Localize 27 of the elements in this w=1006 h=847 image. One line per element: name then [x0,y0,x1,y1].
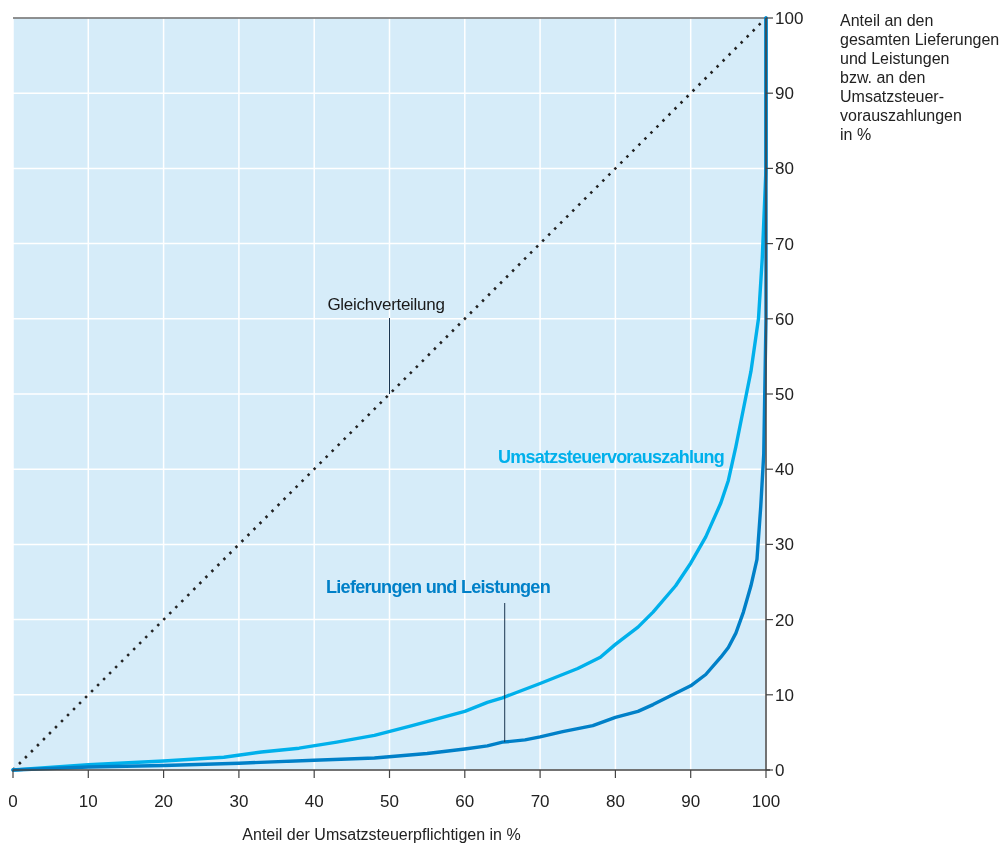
x-tick-label: 70 [530,792,550,811]
series-label: Gleichverteilung [327,295,445,314]
y-tick-label: 60 [775,309,794,329]
x-axis-title: Anteil der Umsatzsteuerpflichtigen in % [242,826,521,843]
y-tick-label: 40 [775,460,794,480]
series-label: Umsatzsteuervorauszahlung [498,446,737,467]
x-tick-label: 50 [380,792,399,811]
y-tick-label: 90 [775,84,794,104]
x-tick-label: 20 [154,792,174,811]
x-tick-label: 10 [78,792,98,811]
x-tick-label: 30 [229,792,249,811]
y-tick-label: 80 [775,159,794,179]
y-tick-label: 100 [775,9,804,28]
y-tick-label: 10 [775,685,794,705]
y-tick-label: 0 [775,761,785,780]
x-tick-label: 90 [681,792,701,811]
x-tick-label: 100 [751,792,781,811]
y-axis-title: Anteil an den gesamten Lieferungen und Leistungen bzw. an den Umsatzsteuer- vorauszahlungen in % [840,12,1000,143]
text: Lieferungen und Leistungen [326,576,561,597]
x-tick-label: 80 [605,792,625,811]
x-tick-label: 60 [455,792,475,811]
y-tick-label: 30 [775,535,794,555]
y-tick-label: 70 [775,234,794,254]
y-tick-label: 50 [775,385,794,404]
y-tick-label: 20 [775,610,794,630]
x-tick-label: 40 [304,792,324,811]
x-tick-label: 0 [8,792,18,811]
